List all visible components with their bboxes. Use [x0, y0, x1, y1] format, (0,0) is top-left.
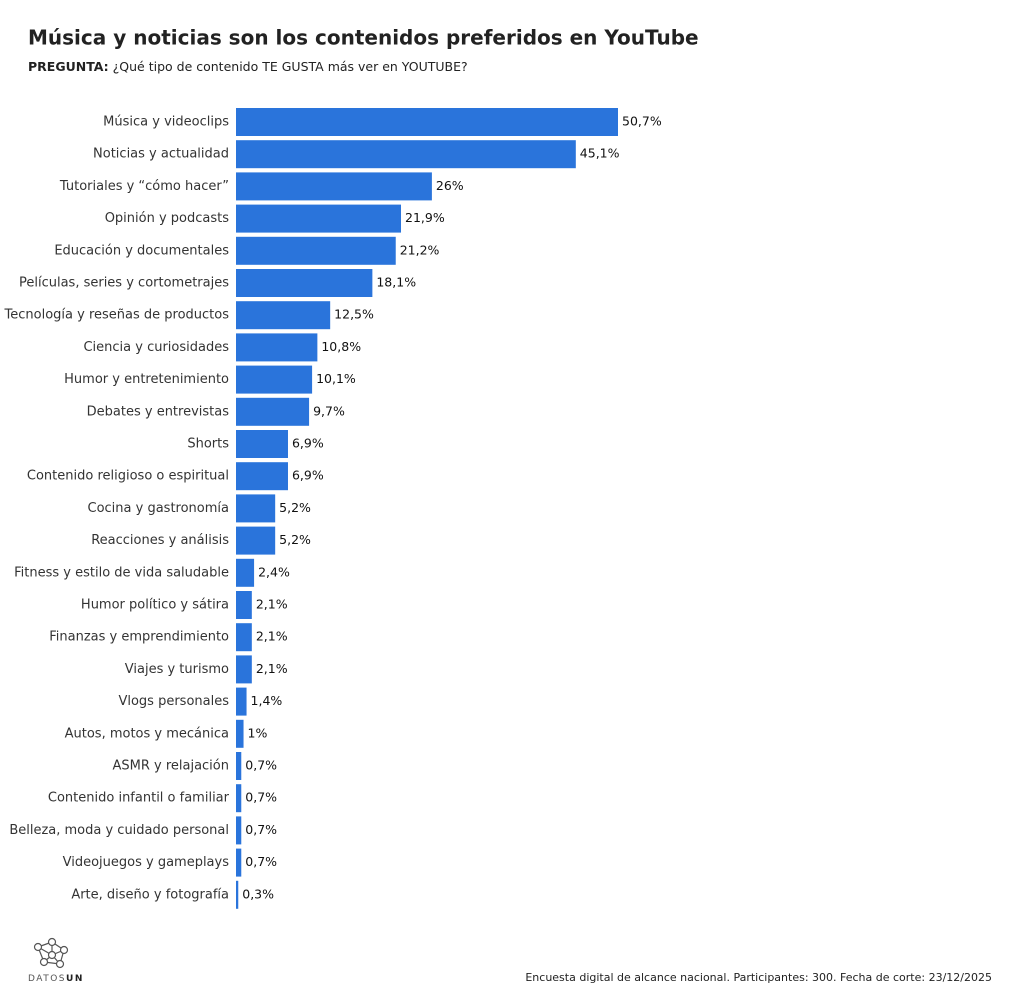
- bar: [236, 880, 239, 909]
- bar: [236, 558, 255, 587]
- bar: [236, 172, 432, 201]
- logo-part: DATOS: [28, 974, 66, 984]
- category-label: Videojuegos y gameplays: [63, 855, 230, 870]
- category-label: Humor y entretenimiento: [64, 372, 229, 387]
- value-label: 21,2%: [400, 242, 440, 257]
- bar: [236, 752, 242, 780]
- category-label: Belleza, moda y cuidado personal: [9, 823, 229, 838]
- value-label: 0,7%: [245, 854, 277, 869]
- value-label: 2,1%: [256, 661, 288, 676]
- category-label: Noticias y actualidad: [93, 147, 229, 162]
- value-label: 0,3%: [242, 886, 274, 901]
- bar: [236, 784, 242, 813]
- category-label: Fitness y estilo de vida saludable: [14, 565, 229, 580]
- value-label: 2,4%: [258, 564, 290, 579]
- category-label: Arte, diseño y fotografía: [71, 887, 229, 902]
- value-label: 21,9%: [405, 210, 445, 225]
- value-label: 5,2%: [279, 532, 311, 547]
- bar: [236, 301, 331, 330]
- bar: [236, 816, 242, 845]
- category-label: Música y videoclips: [103, 115, 229, 130]
- value-label: 0,7%: [245, 758, 277, 773]
- value-label: 50,7%: [622, 114, 662, 129]
- logo: [33, 937, 69, 969]
- bar: [236, 687, 247, 716]
- value-label: 10,8%: [321, 339, 361, 354]
- category-label: Debates y entrevistas: [87, 404, 230, 419]
- bar: [236, 140, 576, 169]
- category-label: Ciencia y curiosidades: [83, 340, 229, 355]
- value-label: 9,7%: [313, 403, 345, 418]
- value-label: 0,7%: [245, 790, 277, 805]
- value-label: 2,1%: [256, 597, 288, 612]
- value-label: 10,1%: [316, 371, 356, 386]
- category-label: Educación y documentales: [54, 243, 229, 258]
- bar: [236, 430, 288, 458]
- value-label: 18,1%: [376, 275, 416, 290]
- bar: [236, 236, 396, 265]
- category-label: Contenido religioso o espiritual: [27, 469, 229, 484]
- category-label: Películas, series y cortometrajes: [19, 276, 229, 291]
- value-label: 6,9%: [292, 468, 324, 483]
- category-label: Shorts: [187, 437, 229, 452]
- value-label: 1,4%: [251, 693, 283, 708]
- category-label: Cocina y gastronomía: [88, 501, 230, 516]
- value-label: 6,9%: [292, 436, 324, 451]
- category-label: Contenido infantil o familiar: [48, 791, 230, 806]
- bar: [236, 848, 242, 877]
- category-label: Reacciones y análisis: [91, 533, 229, 548]
- bar: [236, 204, 402, 233]
- bar: [236, 462, 288, 491]
- category-label: Humor político y sátira: [81, 598, 229, 613]
- value-label: 45,1%: [580, 146, 620, 161]
- chart-title: Música y noticias son los contenidos pre…: [28, 26, 699, 50]
- category-label: Opinión y podcasts: [105, 211, 230, 226]
- logo-part: UN: [66, 974, 84, 984]
- chart-subtitle: PREGUNTA: ¿Qué tipo de contenido TE GUST…: [28, 59, 468, 74]
- bar: [236, 719, 244, 748]
- value-label: 5,2%: [279, 500, 311, 515]
- value-label: 26%: [436, 178, 464, 193]
- category-label: Tecnología y reseñas de productos: [4, 308, 230, 323]
- bar: [236, 591, 252, 619]
- source-note: Encuesta digital de alcance nacional. Pa…: [525, 971, 992, 984]
- category-label: Finanzas y emprendimiento: [49, 630, 229, 645]
- bar: [236, 108, 618, 136]
- category-label: Tutoriales y “cómo hacer”: [59, 179, 229, 194]
- subtitle-text: ¿Qué tipo de contenido TE GUSTA más ver …: [113, 59, 468, 74]
- bar: [236, 655, 252, 684]
- value-label: 2,1%: [256, 629, 288, 644]
- bar: [236, 365, 313, 394]
- logo-text: DATOSUN: [28, 974, 84, 984]
- bar: [236, 526, 276, 555]
- bar: [236, 494, 276, 523]
- value-label: 1%: [248, 725, 268, 740]
- category-label: ASMR y relajación: [112, 759, 229, 774]
- subtitle-lead: PREGUNTA:: [28, 59, 109, 74]
- category-label: Vlogs personales: [118, 694, 229, 709]
- bar: [236, 397, 310, 426]
- value-label: 0,7%: [245, 822, 277, 837]
- category-label: Viajes y turismo: [125, 662, 229, 677]
- bar: [236, 623, 252, 652]
- category-label: Autos, motos y mecánica: [65, 726, 229, 741]
- bar: [236, 269, 373, 297]
- bar: [236, 333, 318, 362]
- value-label: 12,5%: [334, 307, 374, 322]
